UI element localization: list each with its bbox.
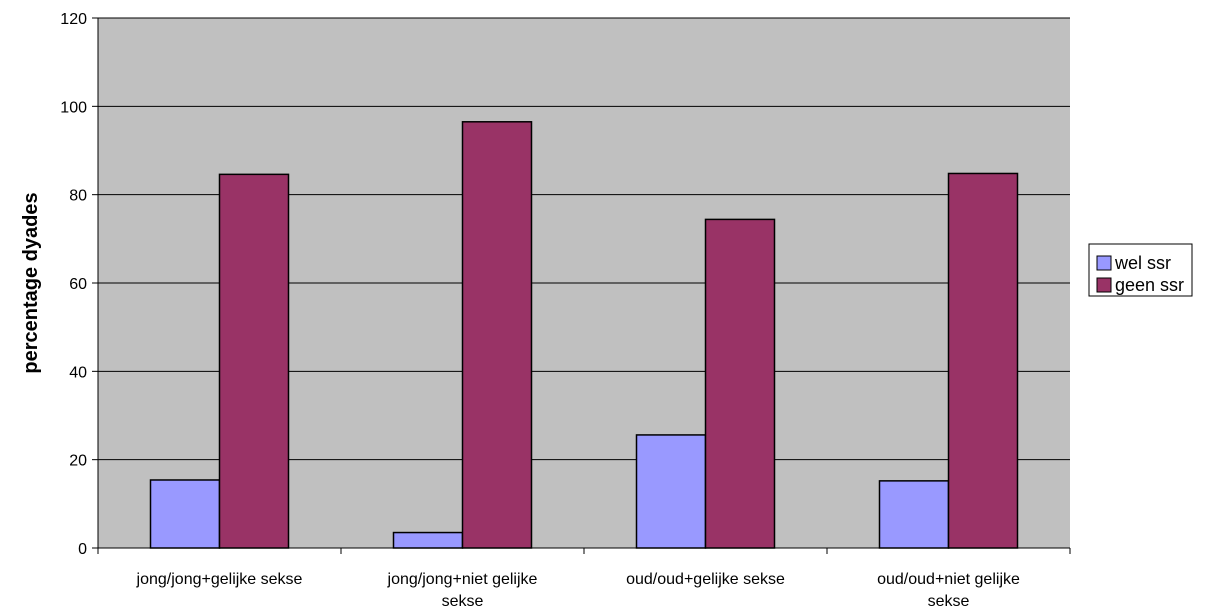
x-tick-label: jong/jong+gelijke sekse	[136, 571, 303, 588]
x-tick-label: oud/oud+niet gelijke	[877, 571, 1020, 588]
bar-geen-ssr-3	[706, 219, 775, 548]
bar-geen-ssr-1	[220, 174, 289, 548]
legend-label-wel-ssr: wel ssr	[1114, 253, 1171, 273]
x-tick-labels: jong/jong+gelijke sekse jong/jong+niet ge…	[136, 571, 1020, 610]
bar-geen-ssr-4	[949, 173, 1018, 548]
bar-wel-ssr-1	[151, 480, 220, 548]
x-tick-label: sekse	[442, 593, 484, 610]
y-tick-label: 40	[69, 364, 87, 381]
y-tick-label: 120	[60, 11, 87, 28]
bar-wel-ssr-2	[394, 533, 463, 548]
legend-label-geen-ssr: geen ssr	[1115, 275, 1184, 295]
y-tick-labels: 0 20 40 60 80 100 120	[60, 11, 87, 558]
y-tick-label: 20	[69, 453, 87, 470]
y-tick-label: 60	[69, 276, 87, 293]
x-tick-label: jong/jong+niet gelijke	[387, 571, 538, 588]
y-tick-label: 80	[69, 188, 87, 205]
x-tick-label: sekse	[928, 593, 970, 610]
legend-swatch-geen-ssr	[1097, 278, 1111, 292]
y-axis-label: percentage dyades	[20, 192, 42, 373]
legend-swatch-wel-ssr	[1097, 256, 1111, 270]
bar-wel-ssr-3	[637, 435, 706, 548]
y-tick-label: 100	[60, 99, 87, 116]
x-tick-label: oud/oud+gelijke sekse	[626, 571, 785, 588]
y-tick-label: 0	[78, 541, 87, 558]
bar-geen-ssr-2	[463, 122, 532, 548]
bar-wel-ssr-4	[880, 481, 949, 548]
